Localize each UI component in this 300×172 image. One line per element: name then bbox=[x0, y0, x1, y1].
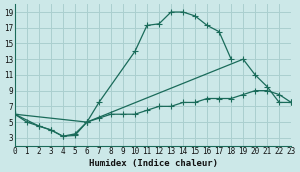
X-axis label: Humidex (Indice chaleur): Humidex (Indice chaleur) bbox=[88, 159, 218, 168]
